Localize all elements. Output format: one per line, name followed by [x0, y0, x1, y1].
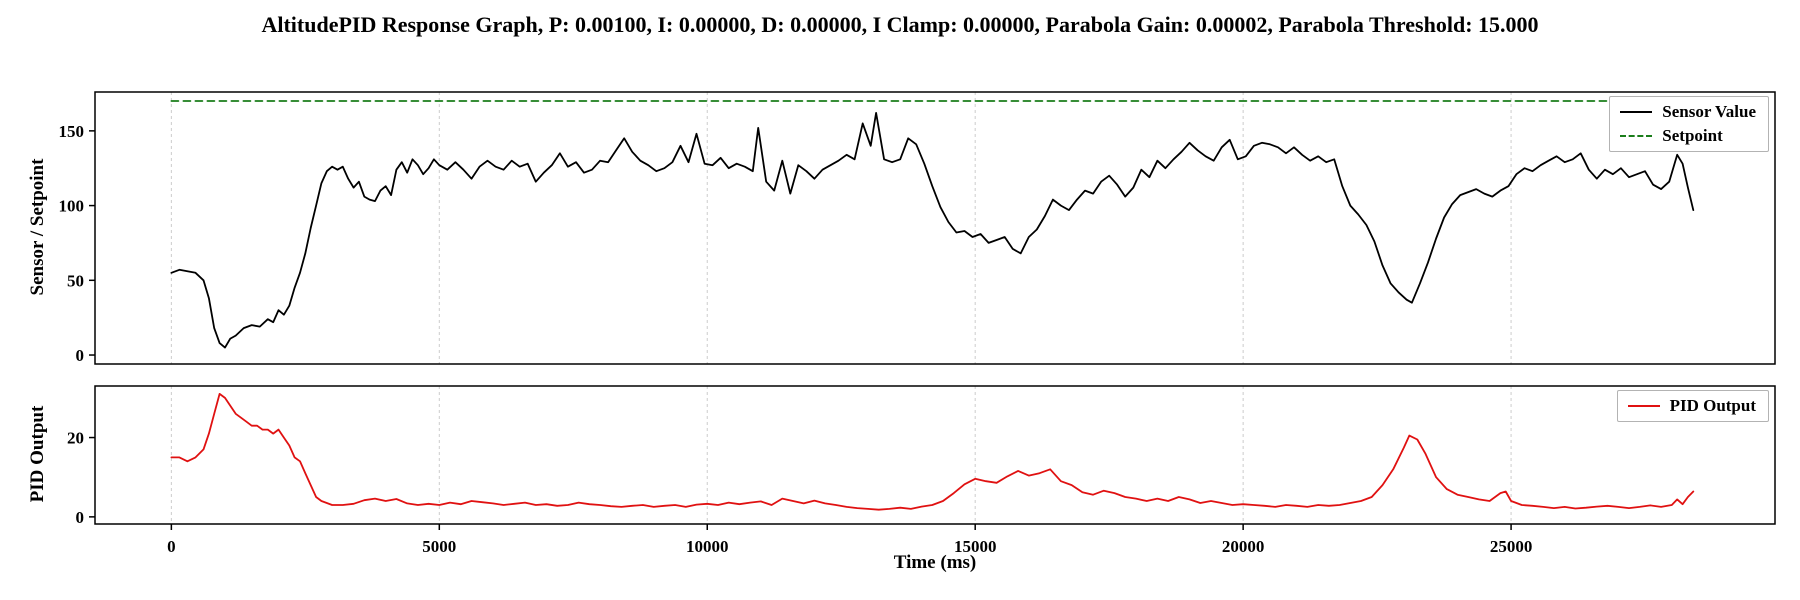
x-tick-label: 15000 [954, 537, 997, 556]
x-tick-label: 5000 [422, 537, 456, 556]
legend-line-swatch [1627, 405, 1660, 407]
series-pid-output [170, 392, 1695, 511]
y-tick-label: 150 [59, 122, 85, 141]
x-tick-label: 25000 [1490, 537, 1533, 556]
x-tick-label: 10000 [686, 537, 729, 556]
legend-label: Setpoint [1662, 126, 1723, 145]
legend-line-swatch [1620, 111, 1653, 113]
x-tick-label: 20000 [1222, 537, 1265, 556]
legend-label: Sensor Value [1662, 102, 1756, 121]
x-tick-label: 0 [167, 537, 176, 556]
y-tick-label: 0 [76, 508, 85, 527]
legend-pid-output: PID Output [1616, 390, 1769, 422]
legend-item-pid-output: PID Output [1627, 396, 1756, 416]
series-sensor-value [170, 112, 1695, 349]
x-axis-label-time: Time (ms) [893, 552, 977, 573]
legend-sensor-setpoint: Sensor Value Setpoint [1609, 96, 1769, 152]
axes-border [94, 385, 1776, 525]
legend-line-swatch [1620, 135, 1653, 137]
legend-label: PID Output [1669, 396, 1756, 415]
legend-item-setpoint: Setpoint [1620, 126, 1756, 146]
chart-title: AltitudePID Response Graph, P: 0.00100, … [261, 12, 1539, 37]
legend-item-sensor-value: Sensor Value [1620, 102, 1756, 122]
y-tick-label: 20 [67, 429, 84, 448]
y-axis-label-pid-output: PID Output [27, 405, 48, 503]
axes-border [94, 91, 1776, 365]
y-tick-label: 0 [76, 346, 85, 365]
y-tick-label: 100 [59, 197, 85, 216]
y-tick-label: 50 [67, 271, 84, 290]
